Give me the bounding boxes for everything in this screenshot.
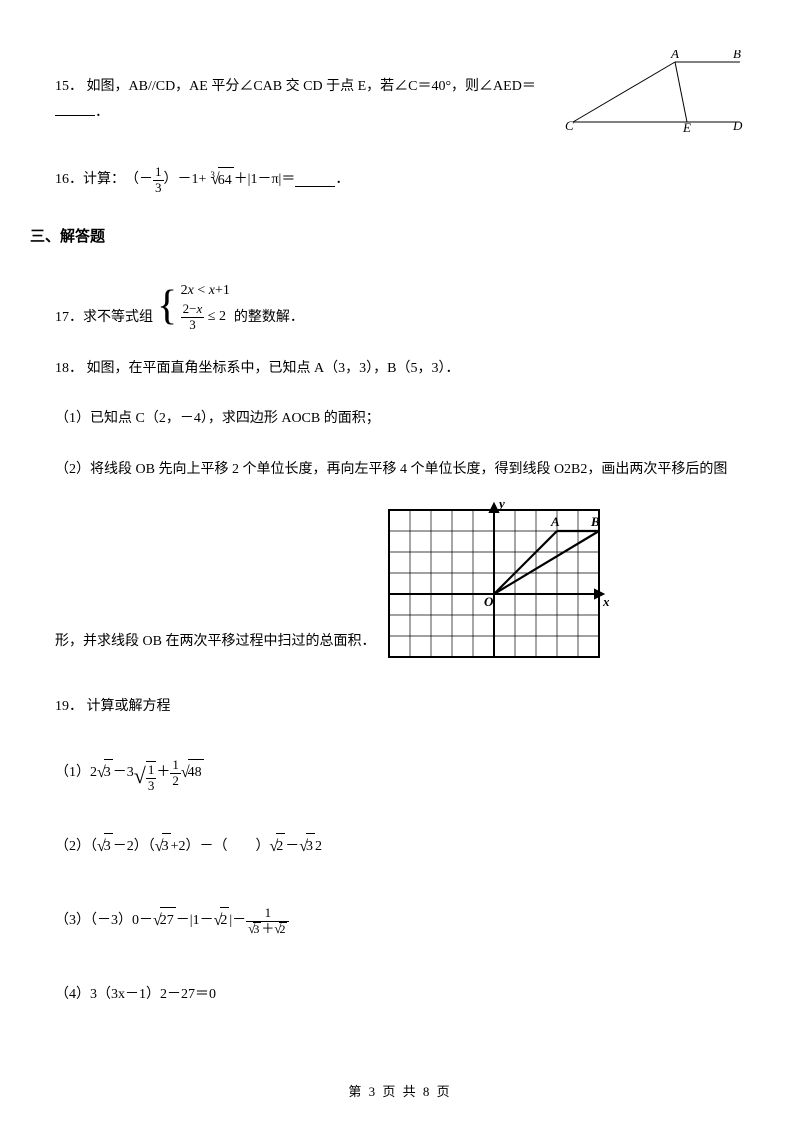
q15-tail: ． [95, 105, 109, 120]
q18-figure: y x O A B [381, 498, 611, 668]
q15-text: 15． 如图，AB//CD，AE 平分∠CAB 交 CD 于点 E，若∠C＝40… [55, 74, 560, 135]
question-16: 16． 计算： （－ 1 3 ）－1+ 3√64 ＋|1－π|＝ ． [55, 165, 745, 195]
q19-number: 19． [55, 699, 83, 714]
q16-p3: ＋|1－π|＝ [234, 167, 296, 194]
q16-cbrt: 3√64 [206, 165, 233, 195]
q18-number: 18． [55, 361, 83, 376]
q16-p1: （－ [125, 167, 153, 194]
svg-text:D: D [732, 118, 743, 133]
question-17: 17． 求不等式组 { 2x < x+1 2−x 3 ≤ 2 的整数解． [55, 280, 745, 332]
q17-tail: 的整数解． [234, 305, 304, 332]
question-15: 15． 如图，AB//CD，AE 平分∠CAB 交 CD 于点 E，若∠C＝40… [55, 50, 745, 135]
page-footer: 第 3 页 共 8 页 [0, 1081, 800, 1100]
q18-sub1: （1）已知点 C（2，－4），求四边形 AOCB 的面积； [55, 406, 745, 433]
q15-number: 15． [55, 79, 83, 94]
q16-number: 16． [55, 167, 83, 194]
svg-text:B: B [733, 50, 741, 61]
svg-text:A: A [550, 514, 560, 529]
q17-number: 17． [55, 305, 83, 332]
svg-text:E: E [682, 120, 691, 135]
question-19: 19． 计算或解方程 [55, 694, 745, 721]
q19-part4: （4）3（3x－1）2－27＝0 [55, 976, 745, 1014]
svg-text:y: y [497, 498, 505, 511]
q18-body: 如图，在平面直角坐标系中，已知点 A（3，3），B（5，3）． [87, 361, 460, 376]
section-3-title: 三、解答题 [30, 223, 745, 252]
svg-text:B: B [590, 514, 600, 529]
q15-figure: A B C D E [565, 50, 745, 135]
q17-line1: 2x < x+1 [181, 280, 230, 302]
q19-part2: （2）（√3 －2）（√3 +2）－（ ） √2 － √3 2 [55, 828, 745, 866]
q19-label: 计算或解方程 [87, 699, 171, 714]
q17-label: 求不等式组 [83, 305, 153, 332]
svg-text:O: O [484, 594, 494, 609]
svg-text:x: x [602, 594, 610, 609]
q16-blank [295, 173, 335, 187]
q17-system: { 2x < x+1 2−x 3 ≤ 2 [157, 280, 230, 332]
q16-p2: ）－1+ [164, 167, 207, 194]
q17-line2: 2−x 3 ≤ 2 [181, 302, 230, 332]
q16-label: 计算： [83, 167, 125, 194]
q19-part3: （3）（－3）0－√27 －|1－√2 |－ 1 √3＋√2 [55, 896, 745, 946]
svg-text:A: A [670, 50, 679, 61]
q15-body: 如图，AB//CD，AE 平分∠CAB 交 CD 于点 E，若∠C＝40°，则∠… [87, 79, 536, 94]
question-18: 18． 如图，在平面直角坐标系中，已知点 A（3，3），B（5，3）． [55, 356, 745, 383]
q18-figure-row: 形，并求线段 OB 在两次平移过程中扫过的总面积． y x O [55, 498, 745, 668]
q19-part1: （1）2√3 －3 √13 ＋ 12 √48 [55, 748, 745, 798]
q18-sub2-top: （2）将线段 OB 先向上平移 2 个单位长度，再向左平移 4 个单位长度，得到… [55, 457, 745, 484]
q15-blank [55, 102, 95, 116]
q16-frac1: 1 3 [153, 165, 164, 195]
svg-text:C: C [565, 118, 574, 133]
q18-sub2-bottom: 形，并求线段 OB 在两次平移过程中扫过的总面积． [55, 629, 375, 668]
q16-p4: ． [335, 167, 349, 194]
